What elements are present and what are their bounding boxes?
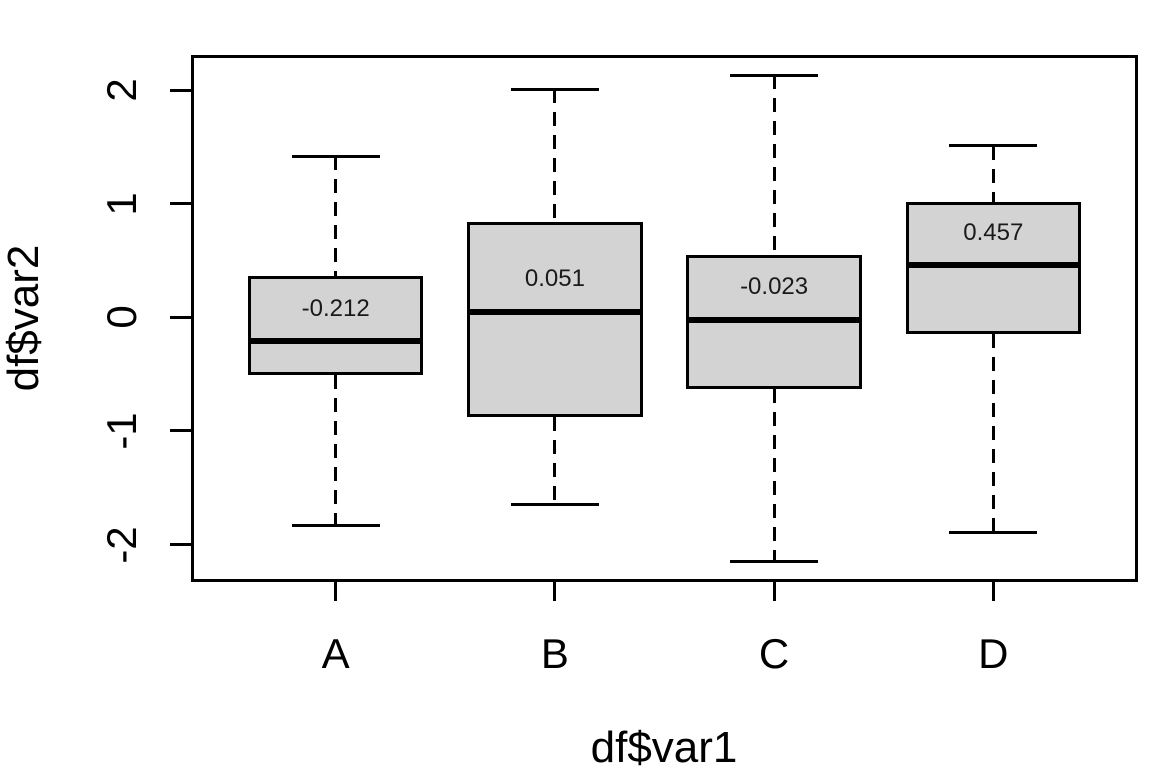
upper-whisker-B bbox=[553, 89, 557, 222]
x-axis-tick bbox=[772, 582, 776, 601]
lower-whisker-cap-B bbox=[511, 503, 599, 507]
y-axis-tick bbox=[170, 202, 191, 206]
x-axis-tick bbox=[991, 582, 995, 601]
median-line-D bbox=[905, 262, 1081, 269]
lower-whisker-cap-C bbox=[730, 560, 818, 564]
median-line-C bbox=[686, 316, 862, 323]
y-axis-tick-label: 2 bbox=[98, 78, 145, 102]
x-axis-tick bbox=[553, 582, 557, 601]
upper-whisker-cap-D bbox=[949, 144, 1038, 148]
x-axis-tick-label: D bbox=[978, 630, 1009, 677]
y-axis-tick bbox=[170, 88, 191, 92]
y-axis-tick bbox=[170, 429, 191, 433]
lower-whisker-A bbox=[334, 375, 338, 526]
upper-whisker-C bbox=[772, 75, 776, 255]
median-line-B bbox=[467, 308, 643, 315]
lower-whisker-D bbox=[991, 334, 995, 533]
median-line-A bbox=[247, 338, 424, 345]
median-label-A: -0.212 bbox=[301, 294, 370, 322]
median-label-D: 0.457 bbox=[963, 218, 1024, 246]
x-axis-tick-label: C bbox=[758, 630, 790, 677]
median-label-B: 0.051 bbox=[524, 264, 585, 292]
upper-whisker-cap-B bbox=[511, 87, 599, 91]
y-axis-tick-label: 0 bbox=[98, 305, 145, 330]
upper-whisker-cap-C bbox=[730, 73, 818, 77]
upper-whisker-A bbox=[334, 156, 338, 277]
x-axis-tick-label: A bbox=[321, 630, 350, 677]
y-axis-tick bbox=[170, 315, 191, 319]
upper-whisker-D bbox=[991, 145, 995, 202]
y-axis-tick bbox=[170, 543, 191, 547]
lower-whisker-cap-A bbox=[291, 523, 380, 527]
x-axis-tick bbox=[334, 582, 338, 601]
upper-whisker-cap-A bbox=[291, 154, 380, 158]
y-axis-tick-label: -1 bbox=[98, 412, 145, 450]
box-B bbox=[467, 221, 643, 418]
y-axis-title: df$var2 bbox=[0, 244, 48, 392]
median-label-C: -0.023 bbox=[740, 273, 809, 301]
y-axis-tick-label: 1 bbox=[98, 192, 145, 216]
box-A bbox=[247, 276, 424, 376]
x-axis-tick-label: B bbox=[540, 630, 569, 677]
lower-whisker-B bbox=[553, 417, 557, 505]
lower-whisker-C bbox=[772, 388, 776, 562]
y-axis-tick-label: -2 bbox=[98, 525, 145, 564]
x-axis-title: df$var1 bbox=[590, 723, 738, 772]
lower-whisker-cap-D bbox=[949, 530, 1038, 534]
